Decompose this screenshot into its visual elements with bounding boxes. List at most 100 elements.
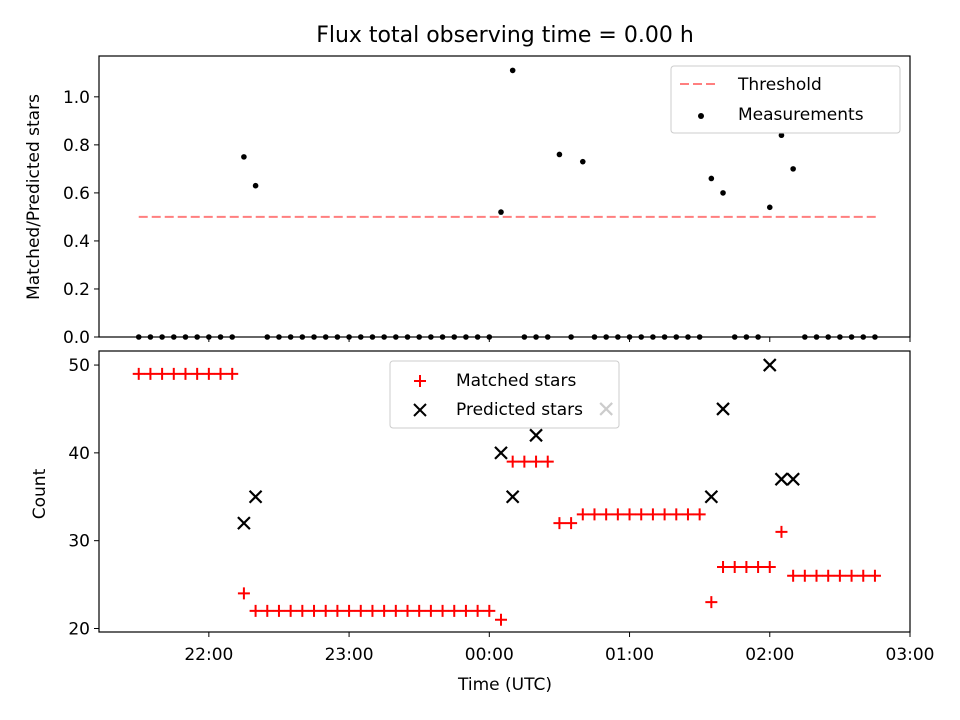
matched-star-point (611, 508, 624, 521)
matched-star-point (868, 569, 881, 582)
matched-star-point (179, 367, 192, 380)
measurement-point (404, 334, 411, 340)
measurement-point (334, 334, 341, 340)
x-tick-label: 00:00 (465, 645, 514, 665)
matched-star-point (471, 604, 484, 617)
top-y-axis-label: Matched/Predicted stars (24, 94, 44, 300)
measurement-point (428, 334, 434, 340)
measurement-point (802, 334, 808, 340)
matched-star-point (553, 517, 566, 530)
legend-predicted-swatch (413, 403, 427, 417)
bottom-y-tick-label: 50 (68, 356, 90, 376)
measurement-point (357, 334, 364, 340)
matched-star-point (284, 604, 297, 617)
matched-star-point (354, 604, 367, 617)
matched-star-point (763, 561, 776, 574)
matched-star-point (436, 604, 449, 617)
matched-star-point (483, 604, 496, 617)
measurement-point (650, 334, 656, 340)
measurement-point (766, 204, 773, 211)
predicted-star-point (529, 428, 543, 443)
matched-star-point (494, 613, 507, 626)
measurement-point (486, 334, 493, 340)
top-plot-frame (98, 55, 911, 338)
measurement-point (673, 334, 680, 340)
bottom-y-ticks: 20 30 40 50 (68, 356, 99, 639)
measurement-point (591, 334, 598, 340)
legend-matched-swatch (414, 375, 426, 387)
matched-star-point (191, 367, 204, 380)
predicted-star-point (704, 489, 719, 504)
legend-predicted-label: Predicted stars (456, 400, 583, 420)
measurement-point (346, 334, 352, 340)
top-y-tick-label: 0.6 (63, 184, 90, 204)
matched-star-point (810, 569, 823, 582)
measurement-point (393, 334, 399, 340)
measurement-point (252, 182, 259, 189)
matched-star-point (717, 561, 730, 574)
matched-star-point (752, 561, 765, 574)
bottom-legend: Matched stars Predicted stars (389, 360, 620, 429)
x-tick-label: 01:00 (605, 645, 654, 665)
predicted-star-point (237, 516, 251, 530)
measurement-point (661, 334, 668, 340)
matched-star-point (530, 455, 543, 468)
measurement-point (276, 334, 282, 340)
x-tick-label: 23:00 (325, 645, 374, 665)
matched-star-point (226, 367, 239, 380)
predicted-star-point (762, 358, 777, 372)
bottom-y-axis-label: Count (30, 468, 50, 519)
matched-star-point (366, 604, 379, 617)
measurement-point (603, 334, 609, 340)
legend-measurements-label: Measurements (738, 105, 864, 125)
matched-star-point (319, 604, 332, 617)
predicted-star-point (505, 489, 520, 504)
matched-star-point (296, 604, 309, 617)
matched-star-point (448, 604, 461, 617)
measurement-point (615, 334, 621, 340)
x-tick-label: 03:00 (886, 645, 935, 665)
matched-star-point (389, 604, 402, 617)
matched-star-point (646, 508, 659, 521)
matched-star-point (728, 561, 741, 574)
measurement-point (579, 158, 586, 165)
matched-star-point (413, 604, 426, 617)
top-y-tick-label: 0.2 (63, 280, 90, 300)
bottom-plot-frame (98, 350, 911, 633)
measurement-points (135, 67, 878, 340)
matched-star-point (588, 508, 601, 521)
measurement-point (264, 334, 271, 340)
matched-star-point (705, 596, 718, 609)
top-y-tick-label: 0.0 (63, 328, 90, 348)
bottom-y-tick-label: 20 (68, 619, 90, 639)
measurement-point (544, 334, 551, 340)
matched-star-point (541, 455, 554, 468)
matched-star-point (459, 604, 472, 617)
measurement-point (451, 334, 458, 340)
x-tick-label: 22:00 (184, 645, 233, 665)
matched-star-point (331, 604, 344, 617)
measurement-point (731, 334, 738, 340)
predicted-star-point (494, 446, 508, 460)
matched-star-point (857, 569, 870, 582)
matched-star-point (681, 508, 694, 521)
matched-star-point (623, 508, 636, 521)
measurement-point (743, 334, 750, 340)
measurement-point (311, 334, 317, 340)
measurement-point (872, 334, 878, 340)
measurement-point (463, 334, 469, 340)
measurement-point (498, 209, 504, 215)
chart-title: Flux total observing time = 0.00 h (316, 23, 694, 48)
matched-star-point (693, 508, 706, 521)
measurement-point (720, 190, 726, 196)
matched-star-point (424, 604, 437, 617)
predicted-star-point (716, 402, 730, 416)
measurement-point (556, 151, 563, 158)
matched-star-point (822, 569, 835, 582)
measurement-point (381, 334, 387, 340)
matched-star-point (308, 604, 321, 617)
measurement-point (778, 132, 785, 139)
measurement-point (299, 334, 306, 340)
